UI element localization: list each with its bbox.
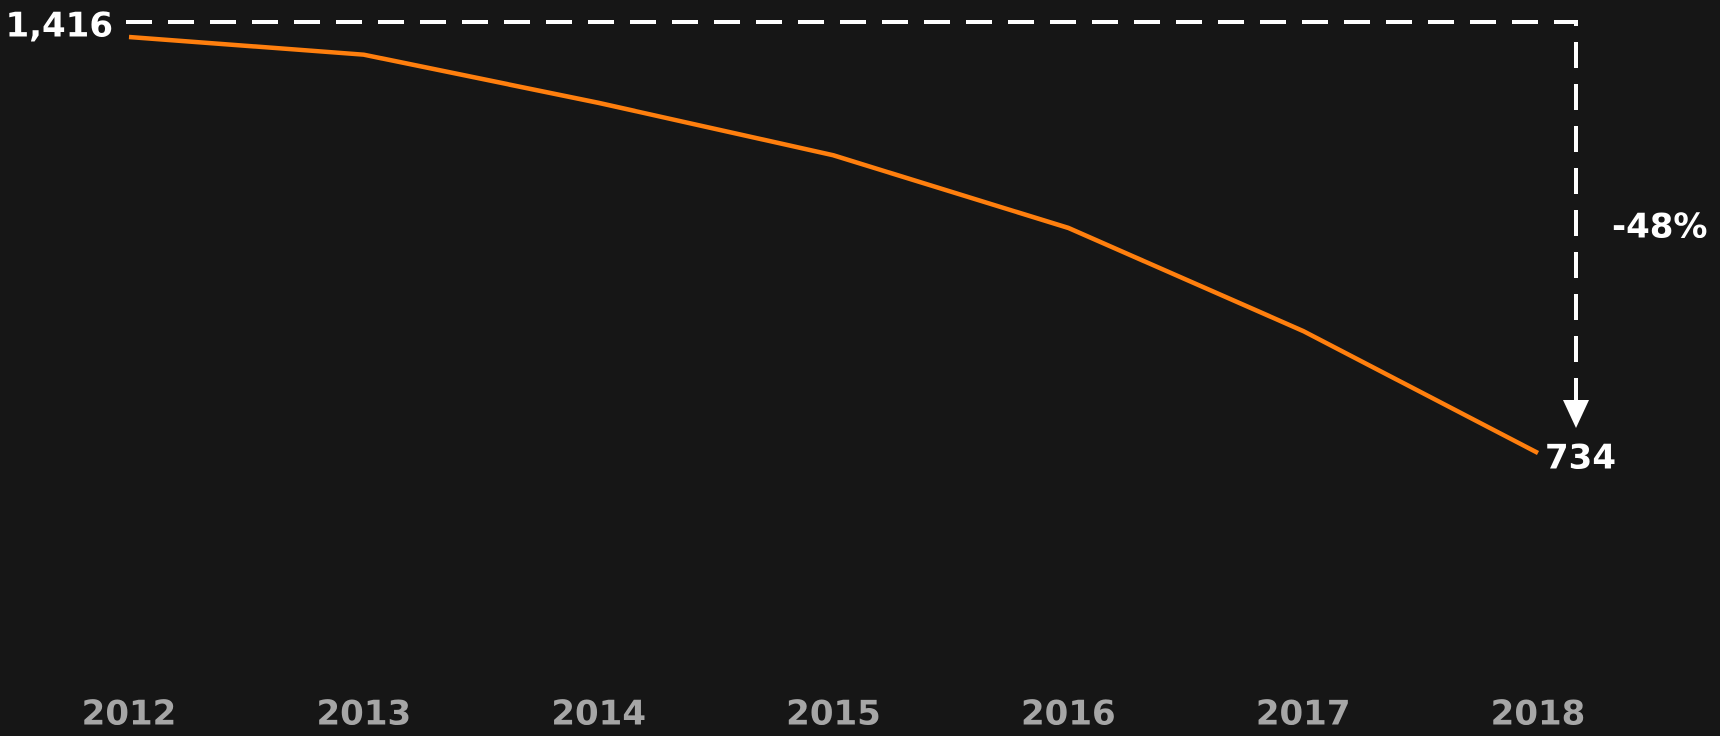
data-label: 734	[1545, 438, 1616, 478]
arrow-head	[1563, 400, 1589, 428]
x-tick-label: 2012	[82, 694, 177, 734]
x-tick-label: 2016	[1021, 694, 1116, 734]
x-tick-label: 2015	[786, 694, 881, 734]
line	[128, 34, 1540, 455]
x-tick-label: 2014	[551, 694, 646, 734]
x-tick-label: 2017	[1256, 694, 1351, 734]
x-tick-label: 2018	[1491, 694, 1586, 734]
change-annotation: -48%	[1612, 207, 1708, 247]
data-label: 1,416	[5, 6, 113, 46]
change-guide	[126, 20, 1578, 400]
x-tick-label: 2013	[317, 694, 412, 734]
